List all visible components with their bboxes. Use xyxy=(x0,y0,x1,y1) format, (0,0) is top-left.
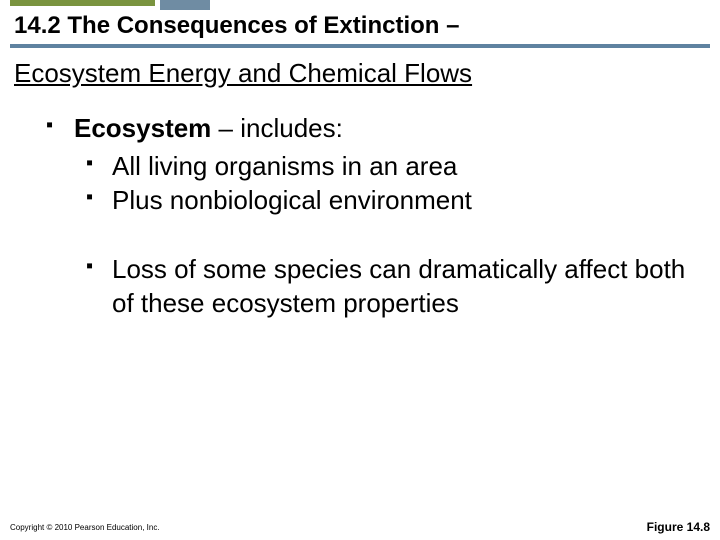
topbar xyxy=(0,0,720,10)
figure-number: Figure 14.8 xyxy=(647,520,710,534)
sub-bullet: All living organisms in an area xyxy=(86,150,686,184)
body: Ecosystem – includes: All living organis… xyxy=(46,112,686,321)
bullet-lead-rest: – includes: xyxy=(211,113,343,143)
topbar-short xyxy=(160,0,210,10)
bullet-lead: Ecosystem – includes: xyxy=(46,112,686,146)
sub-list-1: All living organisms in an area Plus non… xyxy=(86,150,686,218)
title-underline xyxy=(10,44,710,48)
topbar-long xyxy=(10,0,155,6)
sub-bullet: Plus nonbiological environment xyxy=(86,184,686,218)
sub-bullet: Loss of some species can dramatically af… xyxy=(86,253,686,321)
bullet-lead-bold: Ecosystem xyxy=(74,113,211,143)
subtitle: Ecosystem Energy and Chemical Flows xyxy=(14,58,472,89)
title-line1: 14.2 The Consequences of Extinction – xyxy=(14,12,459,40)
sub-list-2: Loss of some species can dramatically af… xyxy=(86,253,686,321)
slide: 14.2 The Consequences of Extinction – Ec… xyxy=(0,0,720,540)
copyright: Copyright © 2010 Pearson Education, Inc. xyxy=(10,523,160,532)
